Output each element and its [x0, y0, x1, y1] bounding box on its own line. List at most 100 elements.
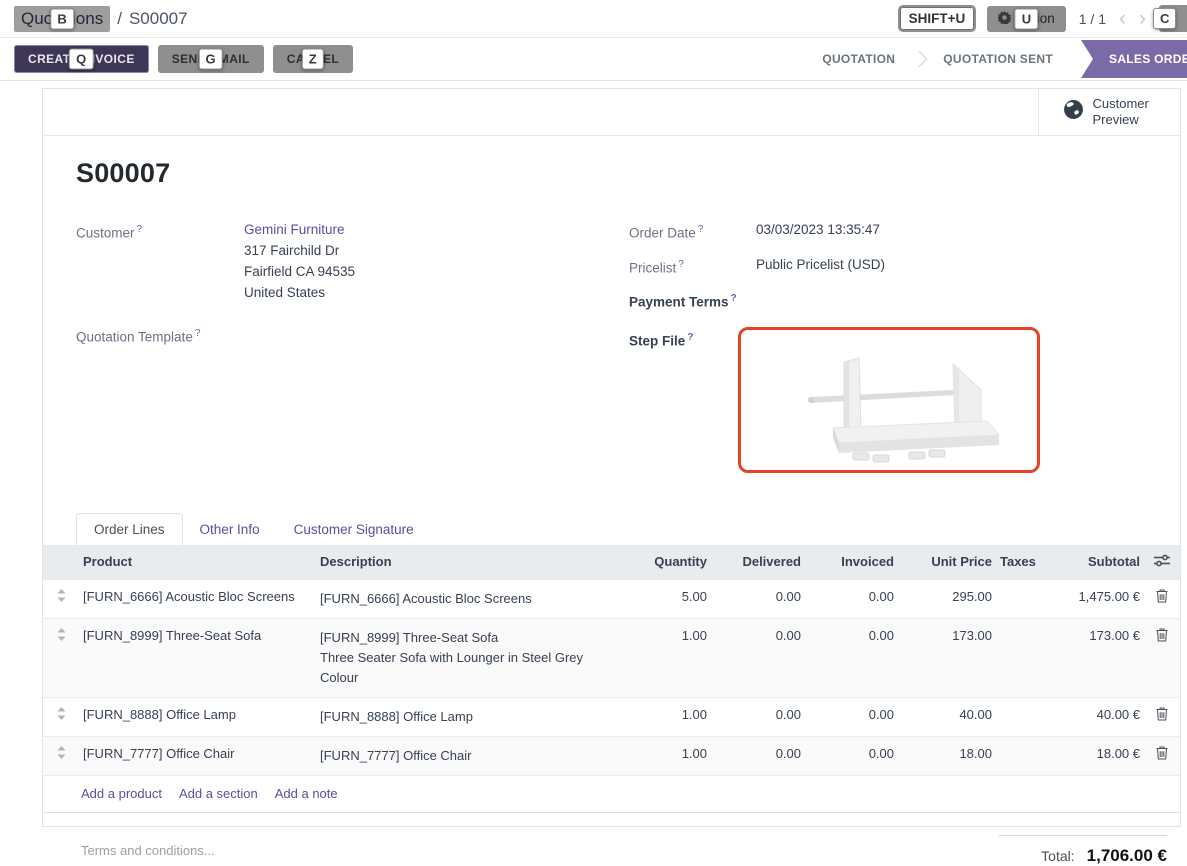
cell-product[interactable]: [FURN_6666] Acoustic Bloc Screens [79, 578, 316, 618]
order-date-value[interactable]: 03/03/2023 13:35:47 [756, 222, 880, 237]
total-value: 1,706.00 € [1086, 845, 1167, 865]
cell-description[interactable]: [FURN_8999] Three-Seat Sofa Three Seater… [316, 617, 616, 697]
drag-handle-icon[interactable] [43, 578, 79, 618]
column-header-taxes[interactable]: Taxes [996, 544, 1040, 579]
column-header-invoiced[interactable]: Invoiced [805, 544, 898, 579]
step-file-field: Step File? [629, 326, 1147, 473]
sheet-bottom: Terms and conditions... Total: 1,706.00 … [43, 813, 1180, 866]
cell-delivered[interactable]: 0.00 [711, 735, 805, 775]
cell-taxes[interactable] [996, 617, 1040, 697]
cell-unit-price[interactable]: 173.00 [898, 617, 996, 697]
form-sheet: Customer Preview S00007 Customer? Gemini… [42, 88, 1181, 865]
quotation-template-value[interactable] [226, 323, 244, 348]
drag-handle-icon[interactable] [43, 617, 79, 697]
delete-line-icon[interactable] [1144, 578, 1180, 618]
add-section-link[interactable]: Add a section [178, 785, 258, 801]
field-column-left: Customer? Gemini Furniture 317 Fairchild… [76, 219, 629, 483]
customer-link[interactable]: Gemini Furniture [244, 222, 345, 237]
drag-handle-icon[interactable] [43, 735, 79, 775]
status-bar: QUOTATION QUOTATION SENT SALES ORDER [800, 40, 1187, 78]
payment-terms-value[interactable] [738, 288, 756, 313]
cell-unit-price[interactable]: 18.00 [898, 735, 996, 775]
delete-line-icon[interactable] [1144, 735, 1180, 775]
cell-delivered[interactable]: 0.00 [711, 617, 805, 697]
delete-line-icon[interactable] [1144, 696, 1180, 736]
column-header-delivered[interactable]: Delivered [711, 544, 805, 579]
status-step-quotation-sent[interactable]: QUOTATION SENT [943, 52, 1054, 66]
tab-order-lines[interactable]: Order Lines [76, 512, 183, 545]
pager-next-icon[interactable]: › [1139, 7, 1146, 30]
create-invoice-button[interactable]: CREATE INVOICE Q [14, 45, 149, 73]
quotation-template-help-icon: ? [194, 328, 201, 339]
cell-unit-price[interactable]: 295.00 [898, 578, 996, 618]
breadcrumb-parent-link[interactable]: Quotations B [14, 5, 111, 32]
drag-handle-icon[interactable] [43, 696, 79, 736]
cell-description[interactable]: [FURN_8888] Office Lamp [316, 696, 616, 736]
cell-product[interactable]: [FURN_8888] Office Lamp [79, 696, 316, 736]
tab-customer-signature[interactable]: Customer Signature [293, 521, 414, 537]
terms-and-conditions-input[interactable]: Terms and conditions... [81, 842, 215, 858]
cell-invoiced[interactable]: 0.00 [805, 578, 898, 618]
cell-unit-price[interactable]: 40.00 [898, 696, 996, 736]
customer-address-line: United States [244, 285, 326, 300]
action-bar: CREATE INVOICE Q SEND EMAIL G CANCEL Z Q… [0, 38, 1187, 81]
status-step-sales-order[interactable]: SALES ORDER [1081, 40, 1187, 78]
order-line-row[interactable]: [FURN_6666] Acoustic Bloc Screens [FURN_… [43, 578, 1180, 618]
sheet-header: Customer Preview [43, 89, 1180, 136]
cell-product[interactable]: [FURN_8999] Three-Seat Sofa [79, 617, 316, 697]
order-line-row[interactable]: [FURN_8888] Office Lamp [FURN_8888] Offi… [43, 696, 1180, 736]
breadcrumb-current: S00007 [128, 8, 188, 28]
cell-quantity[interactable]: 1.00 [616, 735, 711, 775]
cell-subtotal: 1,475.00 € [1040, 578, 1144, 618]
cell-quantity[interactable]: 1.00 [616, 696, 711, 736]
customer-label: Customer? [76, 224, 143, 241]
pager-previous-icon[interactable]: ‹ [1119, 7, 1126, 30]
breadcrumb-separator: / [117, 8, 122, 28]
step-file-help-icon: ? [687, 331, 694, 343]
order-line-row[interactable]: [FURN_8999] Three-Seat Sofa [FURN_8999] … [43, 617, 1180, 697]
cell-description[interactable]: [FURN_6666] Acoustic Bloc Screens [316, 578, 616, 618]
column-header-subtotal[interactable]: Subtotal [1040, 544, 1144, 579]
cell-invoiced[interactable]: 0.00 [805, 696, 898, 736]
payment-terms-field: Payment Terms? [629, 288, 1147, 313]
cell-product[interactable]: [FURN_7777] Office Chair [79, 735, 316, 775]
globe-icon [1063, 99, 1084, 125]
cell-invoiced[interactable]: 0.00 [805, 735, 898, 775]
3d-model-preview [808, 356, 1001, 462]
cell-delivered[interactable]: 0.00 [711, 578, 805, 618]
cell-taxes[interactable] [996, 578, 1040, 618]
corner-button[interactable]: C [1153, 5, 1187, 32]
delete-line-icon[interactable] [1144, 617, 1180, 697]
cell-taxes[interactable] [996, 696, 1040, 736]
table-footer-links: Add a product Add a section Add a note [43, 774, 1180, 813]
cell-delivered[interactable]: 0.00 [711, 696, 805, 736]
order-date-help-icon: ? [697, 224, 704, 235]
hint-overlay-cancel: Z [301, 48, 325, 70]
column-header-unit-price[interactable]: Unit Price [898, 544, 996, 579]
cell-quantity[interactable]: 1.00 [616, 617, 711, 697]
status-step-quotation[interactable]: QUOTATION [822, 52, 896, 66]
pricelist-value[interactable]: Public Pricelist (USD) [756, 256, 886, 272]
cell-quantity[interactable]: 5.00 [616, 578, 711, 618]
document-title: S00007 [76, 158, 171, 188]
column-header-quantity[interactable]: Quantity [616, 544, 711, 579]
hint-overlay-breadcrumb: B [50, 8, 74, 29]
order-line-row[interactable]: [FURN_7777] Office Chair [FURN_7777] Off… [43, 735, 1180, 775]
add-note-link[interactable]: Add a note [274, 785, 338, 801]
cancel-button[interactable]: CANCEL Z [272, 45, 354, 73]
tab-other-info[interactable]: Other Info [199, 521, 260, 537]
customer-preview-button[interactable]: Customer Preview [1038, 89, 1180, 135]
hint-overlay-create-invoice: Q [69, 48, 94, 70]
order-date-field: Order Date? 03/03/2023 13:35:47 [629, 219, 1147, 244]
cell-description[interactable]: [FURN_7777] Office Chair [316, 735, 616, 775]
column-header-description[interactable]: Description [316, 544, 616, 579]
column-header-product[interactable]: Product [79, 544, 316, 579]
cell-subtotal: 18.00 € [1040, 735, 1144, 775]
optional-columns-icon[interactable] [1144, 544, 1180, 579]
action-menu-button[interactable]: Action U [987, 5, 1066, 32]
add-product-link[interactable]: Add a product [81, 785, 162, 801]
send-email-button[interactable]: SEND EMAIL G [157, 45, 264, 73]
cell-invoiced[interactable]: 0.00 [805, 617, 898, 697]
step-file-image[interactable] [738, 326, 1040, 473]
cell-taxes[interactable] [996, 735, 1040, 775]
